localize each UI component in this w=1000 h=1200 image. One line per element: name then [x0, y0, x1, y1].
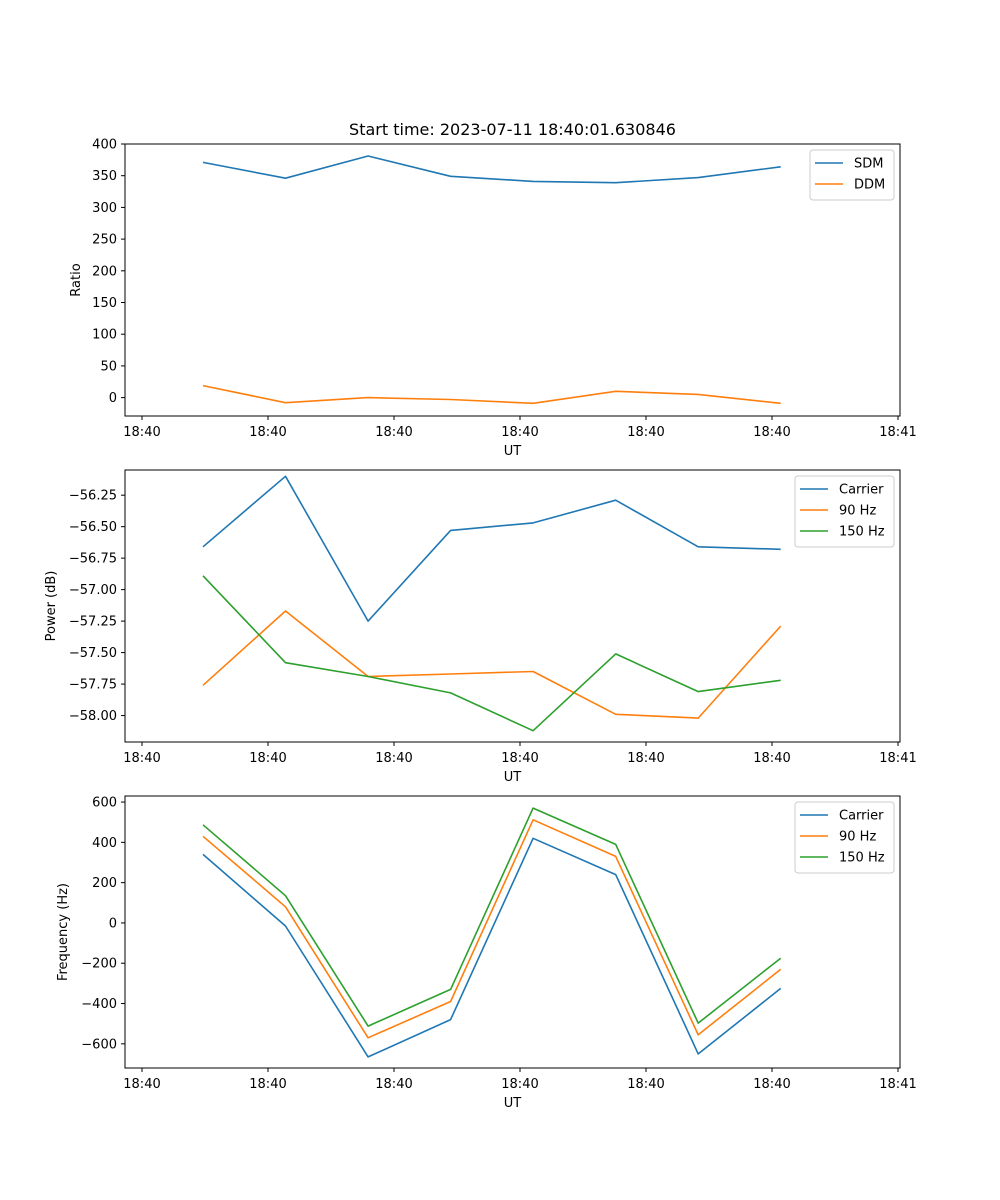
legend-label: 150 Hz — [839, 525, 885, 540]
x-tick-label: 18:40 — [501, 425, 538, 440]
y-tick-label: −58.00 — [69, 709, 117, 724]
x-tick-label: 18:40 — [501, 751, 538, 766]
y-axis-label: Power (dB) — [44, 571, 59, 642]
y-tick-label: −600 — [81, 1037, 117, 1052]
x-tick-label: 18:41 — [879, 751, 916, 766]
y-tick-label: 400 — [92, 138, 117, 153]
x-tick-label: 18:40 — [375, 751, 412, 766]
legend-label: 90 Hz — [839, 830, 876, 845]
y-tick-label: 200 — [92, 264, 117, 279]
x-tick-label: 18:40 — [753, 1077, 790, 1092]
y-tick-label: 400 — [92, 836, 117, 851]
axes-frame — [124, 795, 901, 1069]
y-tick-label: 600 — [92, 796, 117, 811]
x-tick-label: 18:40 — [375, 1077, 412, 1092]
y-tick-label: 100 — [92, 328, 117, 343]
subplot-3: 18:40 18:40 18:40 18:40 18:40 18:40 18:41 600 40… — [56, 795, 917, 1111]
legend-label: Carrier — [839, 483, 884, 498]
y-tick-label: 50 — [100, 359, 117, 374]
x-tick-label: 18:40 — [501, 1077, 538, 1092]
chart-title: Start time: 2023-07-11 18:40:01.630846 — [349, 120, 676, 139]
series-line-carrier — [202, 475, 781, 622]
x-tick-label: 18:40 — [123, 425, 160, 440]
legend-label: 90 Hz — [839, 504, 876, 519]
y-tick-label: 150 — [92, 296, 117, 311]
y-tick-label: 250 — [92, 233, 117, 248]
subplot-2: 18:40 18:40 18:40 18:40 18:40 18:40 18:41 −56.2… — [44, 469, 917, 785]
y-tick-label: −400 — [81, 997, 117, 1012]
y-tick-label: 350 — [92, 169, 117, 184]
x-tick-label: 18:40 — [753, 751, 790, 766]
x-tick-label: 18:40 — [753, 425, 790, 440]
y-tick-label: −57.25 — [69, 615, 117, 630]
y-tick-label: −57.75 — [69, 678, 117, 693]
x-axis-label: UT — [504, 1096, 522, 1111]
y-axis-label: Frequency (Hz) — [56, 883, 71, 981]
y-tick-label: −56.50 — [69, 520, 117, 535]
series-line-90-hz — [202, 818, 782, 1039]
x-tick-label: 18:40 — [627, 751, 664, 766]
legend-label: 150 Hz — [839, 851, 885, 866]
x-tick-label: 18:41 — [879, 1077, 916, 1092]
y-tick-label: −200 — [81, 957, 117, 972]
x-tick-label: 18:40 — [627, 1077, 664, 1092]
series-line-90-hz — [202, 610, 782, 719]
x-tick-label: 18:40 — [249, 425, 286, 440]
x-axis-label: UT — [504, 770, 522, 785]
x-tick-label: 18:40 — [375, 425, 412, 440]
legend-box — [794, 801, 895, 874]
x-tick-label: 18:40 — [249, 1077, 286, 1092]
legend-box — [794, 475, 895, 548]
axes-frame — [124, 143, 901, 417]
series-line-150-hz — [202, 575, 781, 732]
series-line-carrier — [202, 837, 782, 1058]
axes-frame — [124, 469, 901, 743]
y-tick-label: −56.75 — [69, 552, 117, 567]
legend-label: SDM — [854, 157, 883, 172]
legend: Carrier 90 Hz 150 Hz — [794, 801, 895, 874]
y-tick-label: 0 — [109, 916, 117, 931]
legend-label: DDM — [854, 178, 885, 193]
x-axis-label: UT — [504, 444, 522, 459]
y-tick-label: −57.00 — [69, 583, 117, 598]
y-axis-label: Ratio — [69, 263, 84, 296]
y-tick-label: 0 — [109, 391, 117, 406]
x-tick-label: 18:40 — [123, 751, 160, 766]
y-tick-label: −56.25 — [69, 489, 117, 504]
legend: Carrier 90 Hz 150 Hz — [794, 475, 895, 548]
y-tick-label: −57.50 — [69, 646, 117, 661]
x-tick-label: 18:41 — [879, 425, 916, 440]
series-line-150-hz — [202, 807, 782, 1027]
y-tick-label: 300 — [92, 201, 117, 216]
series-line-sdm — [202, 155, 781, 184]
legend-label: Carrier — [839, 809, 884, 824]
x-tick-label: 18:40 — [627, 425, 664, 440]
legend: SDM DDM — [809, 149, 895, 201]
x-tick-label: 18:40 — [249, 751, 286, 766]
series-line-ddm — [202, 384, 781, 405]
x-tick-label: 18:40 — [123, 1077, 160, 1092]
y-tick-label: 200 — [92, 876, 117, 891]
subplot-1: Start time: 2023-07-11 18:40:01.630846 18… — [69, 120, 917, 459]
